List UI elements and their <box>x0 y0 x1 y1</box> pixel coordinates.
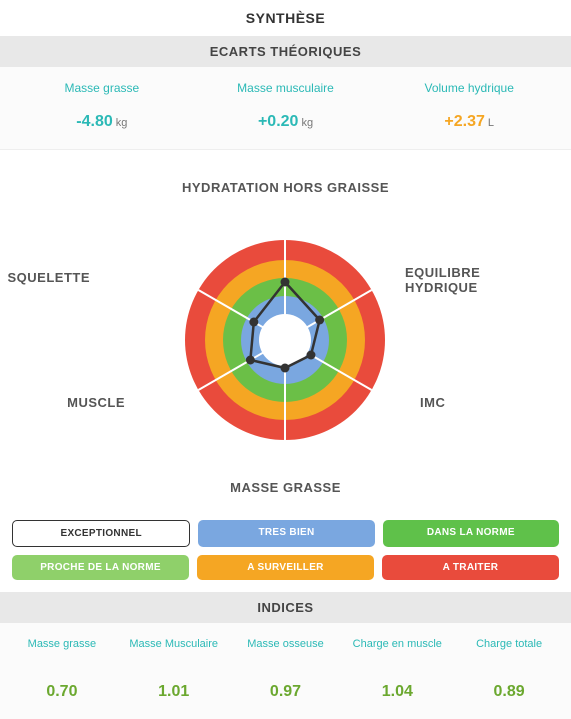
indice-metric: Masse osseuse 0.97 <box>230 637 342 701</box>
radar-axis-label: MUSCLE <box>67 395 125 410</box>
indice-value: 1.04 <box>341 683 453 701</box>
legend-item: A SURVEILLER <box>197 555 374 580</box>
indice-label: Masse grasse <box>6 637 118 665</box>
indice-metric: Masse Musculaire 1.01 <box>118 637 230 701</box>
indice-label: Charge totale <box>453 637 565 665</box>
indice-label: Charge en muscle <box>341 637 453 665</box>
metric-label: Masse grasse <box>10 81 194 95</box>
radar-axis-label: MASSE GRASSE <box>230 480 341 495</box>
metric-label: Volume hydrique <box>377 81 561 95</box>
ecarts-row: Masse grasse -4.80 kg Masse musculaire +0.20… <box>0 67 571 150</box>
indice-metric: Masse grasse 0.70 <box>6 637 118 701</box>
metric-unit: L <box>488 117 494 129</box>
metric-value: -4.80 <box>76 113 112 130</box>
radar-container: HYDRATATION HORS GRAISSE EQUILIBREHYDRIQU… <box>0 170 571 500</box>
metric-label: Masse musculaire <box>194 81 378 95</box>
legend-row: PROCHE DE LA NORME A SURVEILLER A TRAITER <box>12 555 559 580</box>
ecart-metric: Volume hydrique +2.37 L <box>377 81 561 131</box>
legend-section: EXCEPTIONNEL TRES BIEN DANS LA NORME PROCHE… <box>0 510 571 592</box>
legend-item: EXCEPTIONNEL <box>12 520 190 547</box>
metric-unit: kg <box>116 117 128 129</box>
radar-axis-label: HYDRATATION HORS GRAISSE <box>182 180 389 195</box>
radar-chart <box>0 170 571 500</box>
legend-row: EXCEPTIONNEL TRES BIEN DANS LA NORME <box>12 520 559 547</box>
indice-label: Masse Musculaire <box>118 637 230 665</box>
ecart-metric: Masse musculaire +0.20kg <box>194 81 378 131</box>
metric-unit: kg <box>301 117 313 129</box>
indice-value: 0.89 <box>453 683 565 701</box>
indice-value: 0.97 <box>230 683 342 701</box>
metric-value: +0.20 <box>258 113 298 130</box>
metric-value: +2.37 <box>444 113 484 130</box>
legend-item: DANS LA NORME <box>383 520 559 547</box>
radar-axis-label: IMC <box>420 395 445 410</box>
legend-item: A TRAITER <box>382 555 559 580</box>
indice-label: Masse osseuse <box>230 637 342 665</box>
subtitle-ecarts: ECARTS THÉORIQUES <box>0 36 571 67</box>
radar-section: HYDRATATION HORS GRAISSE EQUILIBREHYDRIQU… <box>0 150 571 510</box>
indice-metric: Charge totale 0.89 <box>453 637 565 701</box>
ecart-metric: Masse grasse -4.80 kg <box>10 81 194 131</box>
title-synthese: SYNTHÈSE <box>0 0 571 36</box>
indice-metric: Charge en muscle 1.04 <box>341 637 453 701</box>
legend-item: TRES BIEN <box>198 520 374 547</box>
radar-axis-label: EQUILIBREHYDRIQUE <box>405 265 480 295</box>
indice-value: 1.01 <box>118 683 230 701</box>
radar-axis-label: SQUELETTE <box>7 270 90 285</box>
legend-item: PROCHE DE LA NORME <box>12 555 189 580</box>
indices-row: Masse grasse 0.70Masse Musculaire 1.01Mass… <box>0 623 571 719</box>
subtitle-indices: INDICES <box>0 592 571 623</box>
indice-value: 0.70 <box>6 683 118 701</box>
